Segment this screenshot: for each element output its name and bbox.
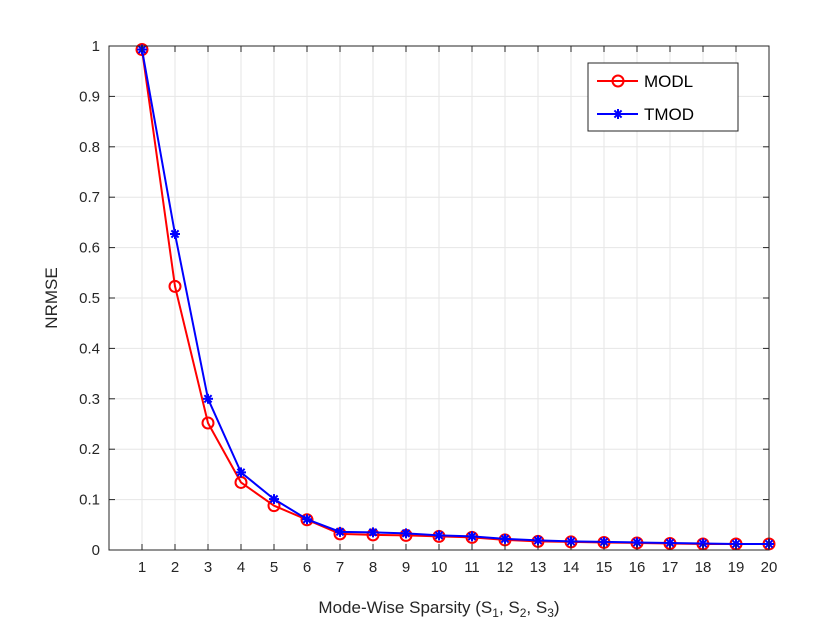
x-tick-label: 19 xyxy=(728,559,745,576)
x-tick-label: 12 xyxy=(497,559,514,576)
x-axis-title-subscript: 1 xyxy=(492,606,499,620)
y-tick-label: 0.9 xyxy=(79,88,100,105)
data-point-tmod xyxy=(401,528,411,539)
x-axis-title-part: Mode-Wise Sparsity (S xyxy=(318,598,492,617)
data-point-tmod xyxy=(434,530,444,541)
data-point-tmod xyxy=(236,467,246,478)
x-tick-label: 10 xyxy=(431,559,448,576)
x-tick-label: 5 xyxy=(270,559,278,576)
data-point-tmod xyxy=(335,526,345,537)
x-tick-label: 6 xyxy=(303,559,311,576)
x-axis-title-part: , S xyxy=(526,598,547,617)
x-tick-label: 20 xyxy=(761,559,778,576)
y-tick-label: 0.4 xyxy=(79,340,100,357)
legend-label: MODL xyxy=(644,72,693,91)
y-tick-label: 0.3 xyxy=(79,391,100,408)
x-tick-label: 8 xyxy=(369,559,377,576)
data-point-tmod xyxy=(203,393,213,404)
data-point-tmod xyxy=(500,533,510,544)
series-line-tmod xyxy=(141,49,769,545)
data-point-tmod xyxy=(467,531,477,542)
legend-label: TMOD xyxy=(644,105,694,124)
x-tick-label: 18 xyxy=(695,559,712,576)
series-layer xyxy=(135,43,776,551)
axis-ticks: 1 2 3 4 5 6 7 8 9 10 11 12 13 14 15 16 17 18 19 2000.10.20.… xyxy=(79,38,777,576)
x-tick-label: 17 xyxy=(662,559,679,576)
x-tick-label: 1 xyxy=(138,559,146,576)
legend-marker xyxy=(611,74,625,88)
x-axis-title-subscript: 3 xyxy=(547,606,554,620)
x-axis-title-subscript: 2 xyxy=(520,606,527,620)
y-axis-title: NRMSE xyxy=(42,267,61,328)
y-tick-label: 0.7 xyxy=(79,189,100,206)
x-tick-label: 2 xyxy=(171,559,179,576)
x-tick-label: 3 xyxy=(204,559,212,576)
x-tick-label: 7 xyxy=(336,559,344,576)
x-tick-label: 13 xyxy=(530,559,547,576)
data-point-tmod xyxy=(731,538,741,549)
x-tick-label: 14 xyxy=(563,559,580,576)
x-tick-label: 15 xyxy=(596,559,613,576)
data-point-tmod xyxy=(368,527,378,538)
y-tick-label: 0.1 xyxy=(79,492,100,509)
data-point-tmod xyxy=(302,514,312,525)
x-axis-title-part: ) xyxy=(554,598,560,617)
x-tick-label: 9 xyxy=(402,559,410,576)
x-axis-title: Mode-Wise Sparsity (S1, S2, S3) xyxy=(318,598,559,620)
data-point-modl xyxy=(201,416,215,430)
legend-marker xyxy=(613,109,623,119)
data-point-tmod xyxy=(170,228,180,239)
x-axis-title-part: , S xyxy=(499,598,520,617)
legend-item-modl: MODL xyxy=(597,72,693,91)
x-tick-label: 11 xyxy=(464,559,480,576)
data-point-tmod xyxy=(533,535,543,546)
legend-box xyxy=(587,62,739,132)
y-tick-label: 0.5 xyxy=(79,290,100,307)
x-tick-label: 16 xyxy=(629,559,646,576)
y-tick-label: 0.6 xyxy=(79,240,100,257)
y-tick-label: 0.8 xyxy=(79,139,100,156)
y-tick-label: 0 xyxy=(92,542,100,559)
data-point-modl xyxy=(168,279,182,293)
x-tick-label: 4 xyxy=(237,559,245,576)
y-tick-label: 0.2 xyxy=(79,441,100,458)
y-tick-label: 1 xyxy=(92,38,100,55)
series-tmod xyxy=(137,44,774,549)
legend-item-tmod: TMOD xyxy=(597,105,694,124)
data-point-tmod xyxy=(269,494,279,505)
legend: MODL TMOD xyxy=(587,62,739,132)
